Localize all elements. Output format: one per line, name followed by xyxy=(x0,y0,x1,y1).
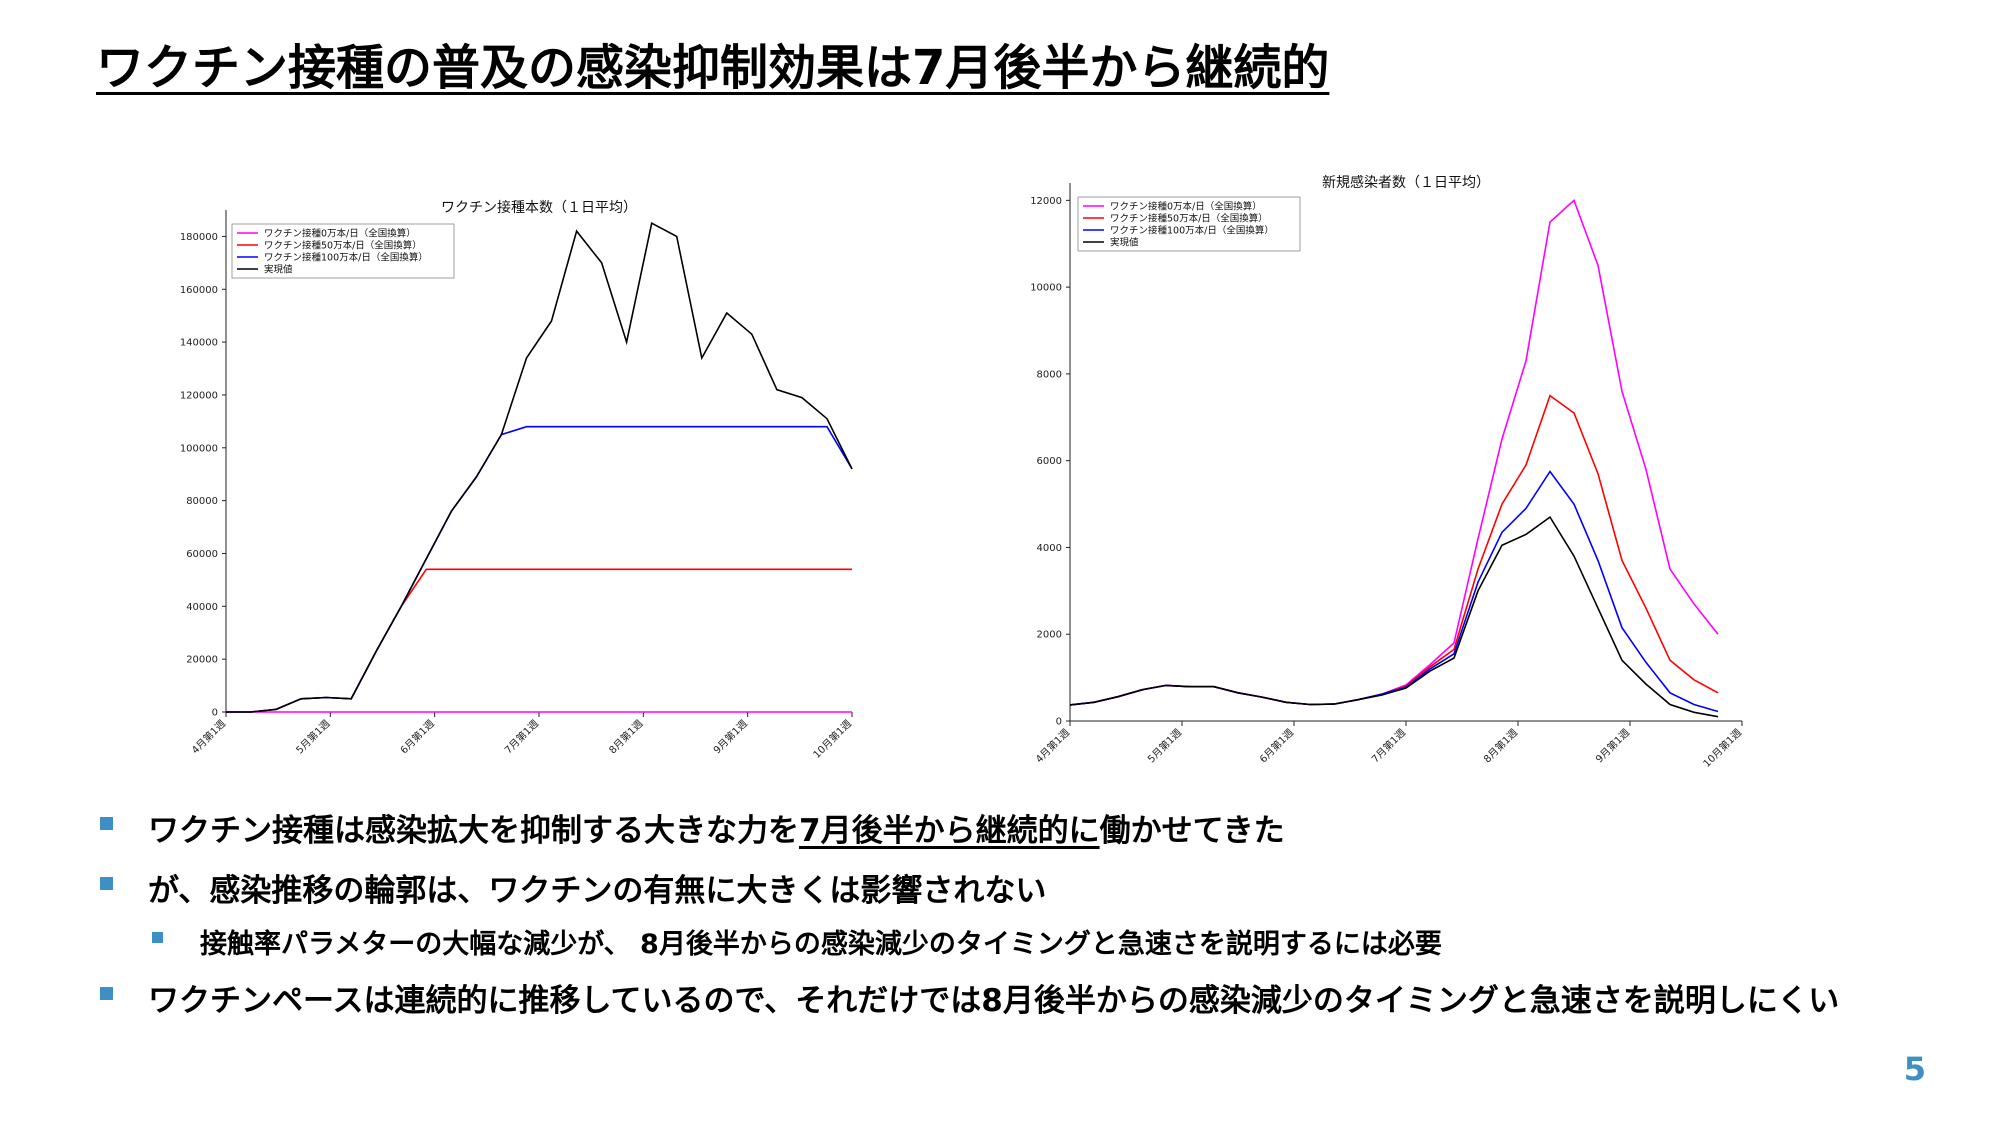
bullet-text: が、感染推移の輪郭は、ワクチンの有無に大きくは影響されない xyxy=(148,873,1047,909)
y-tick-label: 0 xyxy=(1056,717,1062,728)
x-tick-label: 4月第1週 xyxy=(189,717,228,756)
bullet-text: 接触率パラメターの大幅な減少が、 8月後半からの感染減少のタイミングと急速さを説… xyxy=(200,929,1442,960)
y-tick-label: 4000 xyxy=(1037,543,1062,554)
y-tick-label: 60000 xyxy=(186,549,218,560)
x-tick-label: 4月第1週 xyxy=(1033,726,1072,765)
legend-label: 実現値 xyxy=(1110,237,1139,249)
legend-box xyxy=(231,223,455,279)
chart-title: 新規感染者数（１日平均） xyxy=(1322,174,1490,191)
x-tick-label: 9月第1週 xyxy=(1593,726,1632,765)
bullet-1: ワクチン接種は感染拡大を抑制する大きな力を7月後半から継続的に働かせてきた xyxy=(96,805,1285,850)
x-tick-label: 8月第1週 xyxy=(1481,726,1520,765)
legend-label: ワクチン接種0万本/日（全国換算） xyxy=(264,228,416,240)
x-tick-label: 6月第1週 xyxy=(397,717,436,756)
legend-label: ワクチン接種50万本/日（全国換算） xyxy=(1110,213,1268,225)
y-tick-label: 180000 xyxy=(180,232,218,243)
page-title: ワクチン接種の普及の感染抑制効果は7月後半から継続的 xyxy=(96,40,1330,96)
bullet-marker xyxy=(152,932,163,943)
bullet-marker xyxy=(100,877,113,890)
series-line-3 xyxy=(1069,515,1719,718)
series-line-2 xyxy=(1069,470,1719,713)
x-tick-label: 6月第1週 xyxy=(1257,726,1296,765)
legend-label: ワクチン接種50万本/日（全国換算） xyxy=(264,240,422,252)
x-tick-label: 5月第1週 xyxy=(1145,726,1184,765)
page-number: 5 xyxy=(1903,1050,1926,1088)
legend-label: ワクチン接種100万本/日（全国換算） xyxy=(264,252,428,264)
y-tick-label: 100000 xyxy=(180,443,218,454)
chart-title: ワクチン接種本数（１日平均） xyxy=(441,199,637,216)
y-tick-label: 0 xyxy=(212,708,218,719)
legend-label: 実現値 xyxy=(264,264,293,276)
legend-label: ワクチン接種0万本/日（全国換算） xyxy=(1110,201,1262,213)
y-tick-label: 40000 xyxy=(186,602,218,613)
y-tick-label: 80000 xyxy=(186,496,218,507)
y-tick-label: 12000 xyxy=(1030,196,1062,207)
bullet-text: ワクチン接種は感染拡大を抑制する大きな力を xyxy=(148,813,799,849)
bullet-2-1: 接触率パラメターの大幅な減少が、 8月後半からの感染減少のタイミングと急速さを説… xyxy=(152,922,1442,961)
y-tick-label: 160000 xyxy=(180,285,218,296)
y-tick-label: 140000 xyxy=(180,338,218,349)
infection-chart: 新規感染者数（１日平均） 0 2000 4000 6000 8000 10000 12000 4… xyxy=(1030,174,1744,770)
bullet-3: ワクチンペースは連続的に推移しているので、それだけでは8月後半からの感染減少のタ… xyxy=(96,975,1839,1020)
y-tick-label: 20000 xyxy=(186,655,218,666)
x-tick-label: 10月第1週 xyxy=(810,717,854,760)
y-tick-label: 120000 xyxy=(180,390,218,401)
y-tick-label: 2000 xyxy=(1037,630,1062,641)
bullet-underlined-text: 7月後半から継続的に xyxy=(799,813,1100,849)
x-tick-label: 8月第1週 xyxy=(606,717,645,756)
bullet-text: 働かせてきた xyxy=(1099,813,1285,849)
y-tick-label: 6000 xyxy=(1037,456,1062,467)
vaccination-chart: ワクチン接種本数（１日平均） 0 20000 40000 60000 80000 10000… xyxy=(180,199,854,760)
x-tick-label: 10月第1週 xyxy=(1700,726,1744,770)
x-tick-label: 9月第1週 xyxy=(710,717,749,756)
y-tick-label: 10000 xyxy=(1030,283,1062,294)
x-tick-label: 5月第1週 xyxy=(293,717,332,756)
x-tick-label: 7月第1週 xyxy=(502,717,541,756)
series-line-0 xyxy=(1069,199,1719,706)
bullet-marker xyxy=(100,987,113,1000)
series-line-3 xyxy=(226,221,853,713)
bullet-2: が、感染推移の輪郭は、ワクチンの有無に大きくは影響されない xyxy=(96,865,1046,910)
legend-label: ワクチン接種100万本/日（全国換算） xyxy=(1110,225,1274,237)
legend-box xyxy=(1077,196,1301,252)
x-tick-label: 7月第1週 xyxy=(1369,726,1408,765)
bullet-marker xyxy=(100,817,113,830)
y-tick-label: 8000 xyxy=(1037,369,1062,380)
series-line-1 xyxy=(226,568,852,713)
bullet-text: ワクチンペースは連続的に推移しているので、それだけでは8月後半からの感染減少のタ… xyxy=(148,983,1840,1019)
